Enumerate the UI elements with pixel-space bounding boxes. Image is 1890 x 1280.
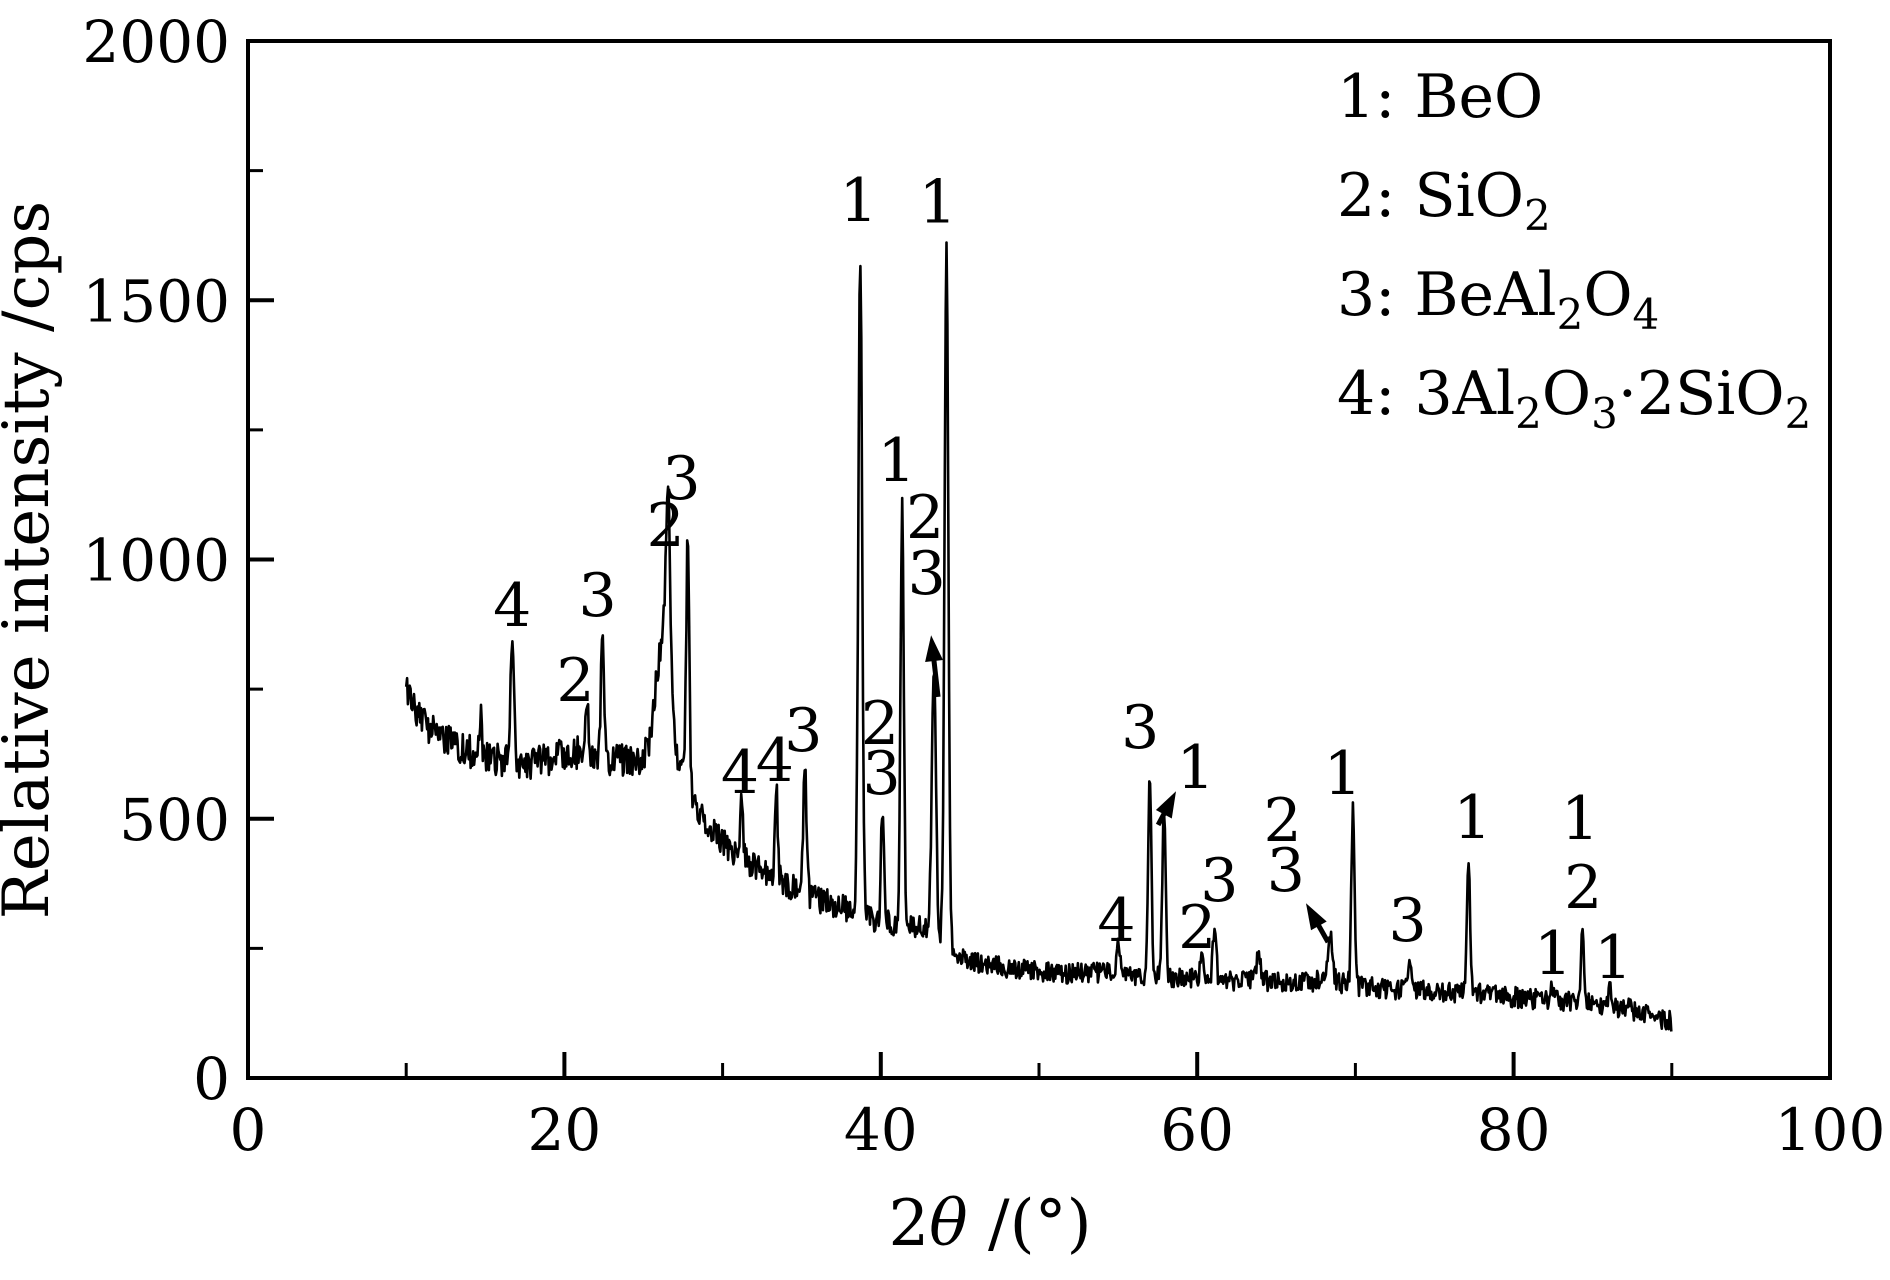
annotation-arrow-head xyxy=(1155,791,1176,819)
peak-label-1: 1 xyxy=(878,426,916,496)
x-tick-label: 20 xyxy=(527,1096,601,1164)
y-tick-label: 0 xyxy=(193,1045,230,1113)
peak-label-4: 4 xyxy=(721,738,759,808)
peak-label-3: 3 xyxy=(862,739,900,809)
x-axis-title: 2θ /(°) xyxy=(888,1187,1091,1261)
peak-label-4: 4 xyxy=(1097,886,1135,956)
annotation-arrow-line xyxy=(931,656,941,698)
peak-label-3: 3 xyxy=(1267,836,1305,906)
peak-label-1: 1 xyxy=(1324,739,1362,809)
x-tick-label: 100 xyxy=(1775,1096,1886,1164)
annotation-arrow-head xyxy=(925,635,943,662)
y-tick-label: 2000 xyxy=(82,8,230,76)
peak-label-2: 2 xyxy=(647,491,685,561)
plot-frame xyxy=(246,39,1832,1080)
peak-label-1: 1 xyxy=(1594,923,1632,993)
peak-label-3: 3 xyxy=(908,539,946,609)
peak-label-2: 2 xyxy=(1564,853,1602,923)
peak-label-3: 3 xyxy=(784,696,822,766)
peak-label-3: 3 xyxy=(662,444,700,514)
y-tick-label: 1000 xyxy=(82,527,230,595)
peak-label-2: 2 xyxy=(556,646,594,716)
x-tick-label: 40 xyxy=(844,1096,918,1164)
peak-label-1: 1 xyxy=(1177,733,1215,803)
legend-item-4: 4: 3Al2O3·2SiO2 xyxy=(1337,359,1811,438)
peak-label-4: 4 xyxy=(756,726,794,796)
x-tick-label: 0 xyxy=(230,1096,267,1164)
y-tick-label: 500 xyxy=(119,786,230,854)
peak-label-1: 1 xyxy=(1453,783,1491,853)
peak-label-3: 3 xyxy=(1121,693,1159,763)
y-axis-title: Relative intensity /cps xyxy=(0,201,64,920)
peak-label-1: 1 xyxy=(1561,784,1599,854)
peak-label-1: 1 xyxy=(1534,919,1572,989)
xrd-trace xyxy=(404,241,1673,1032)
legend-item-3: 3: BeAl2O4 xyxy=(1337,260,1659,339)
legend-item-2: 2: SiO2 xyxy=(1337,161,1551,240)
peak-label-1: 1 xyxy=(840,166,878,236)
peak-label-1: 1 xyxy=(919,168,957,238)
legend-item-1: 1: BeO xyxy=(1337,62,1543,132)
peak-label-2: 2 xyxy=(1178,893,1216,963)
annotation-arrow-head xyxy=(1306,903,1327,931)
peak-label-2: 2 xyxy=(861,689,899,759)
peak-label-3: 3 xyxy=(1389,886,1427,956)
peak-label-3: 3 xyxy=(1200,846,1238,916)
x-tick-label: 60 xyxy=(1160,1096,1234,1164)
peak-label-3: 3 xyxy=(579,561,617,631)
peak-label-4: 4 xyxy=(493,571,531,641)
y-tick-label: 1500 xyxy=(82,267,230,335)
peak-label-2: 2 xyxy=(1264,786,1302,856)
x-tick-label: 80 xyxy=(1477,1096,1551,1164)
peak-label-2: 2 xyxy=(906,483,944,553)
